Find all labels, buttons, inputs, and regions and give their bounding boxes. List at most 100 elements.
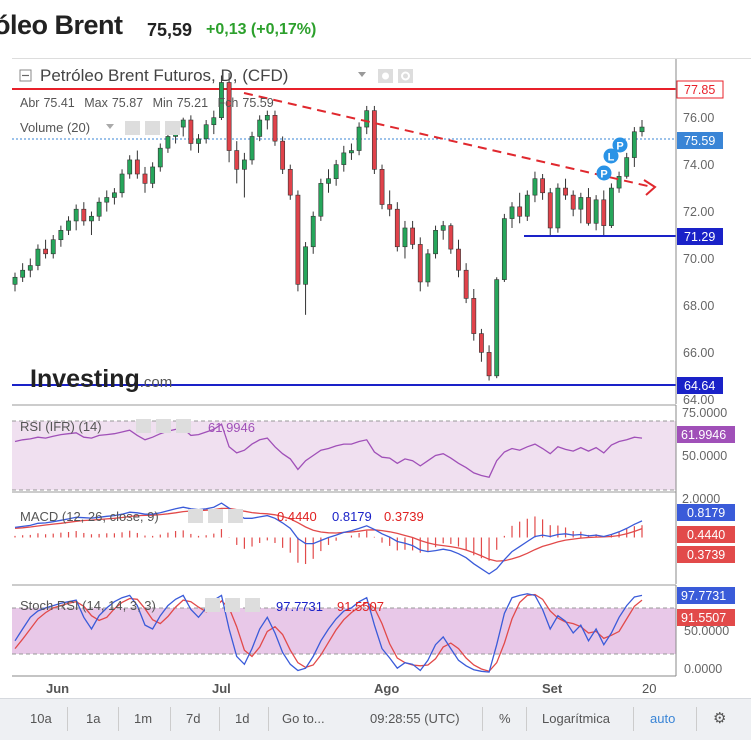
candle-body [517,206,523,217]
auto-scale-toggle[interactable]: auto [650,711,676,726]
title-dropdown-icon[interactable] [358,72,366,77]
price-axis[interactable]: 76.00 74.00 72.00 70.00 68.00 66.00 64.00 77.8… [675,59,724,407]
go-to-button[interactable]: Go to... [282,711,325,726]
main-price-pane[interactable]: P L P Petróleo Brent Futuros, D, (CFD) A… [12,59,676,404]
pivot-marker-label: P [616,141,623,153]
candle-body [349,150,354,154]
price-tick: 72.00 [683,205,714,219]
macd-tick: 2.0000 [682,492,720,506]
range-1d-button[interactable]: 1d [235,711,250,726]
candle-body [570,194,576,210]
range-10a-button[interactable]: 10a [30,711,52,726]
pivot-marker-label: L [608,152,615,164]
candle-body [532,178,538,196]
price-tick: 70.00 [683,252,714,266]
chart-area[interactable]: P L P Petróleo Brent Futuros, D, (CFD) A… [12,58,751,699]
stoch-tag-d [677,609,735,626]
pivot-marker[interactable] [596,165,612,181]
candle-body [456,248,461,271]
volume-label: Volume (20) [20,120,90,135]
candle-body [479,333,484,353]
candle-body [119,173,125,194]
candle-body [20,269,26,278]
macd-pane[interactable]: MACD (12, 26, close, 9) 0.4440 0.8179 0.… [12,491,735,584]
candles-group [12,73,645,381]
range-1m-button[interactable]: 1m [134,711,153,726]
price-tag-support [677,228,723,245]
candle-body [624,157,630,177]
range-7d-button[interactable]: 7d [186,711,201,726]
candle-body [509,206,515,219]
candle-body [333,164,339,179]
rsi-tick-50: 50.0000 [682,449,727,463]
candle-body [586,197,591,224]
candle-body [295,194,301,285]
gear-icon[interactable]: ⚙ [713,710,727,727]
price-tag-current [677,132,723,149]
candle-body [134,159,140,175]
candle-body [356,126,362,151]
stoch-tick-50: 50.0000 [684,624,729,638]
candle-body [524,194,530,217]
x-label-20: 20 [642,681,656,696]
candle-body [180,119,186,128]
macd-tag-1 [677,504,735,521]
candle-body [326,178,331,184]
pivot-marker[interactable] [612,137,628,153]
candle-body [318,183,324,217]
rsi-label: RSI (IFR) (14) [20,419,102,434]
chart-title: Petróleo Brent Futuros, D, (CFD) [40,66,288,85]
instrument-title: óleo Brent [0,10,123,40]
candle-body [440,225,446,231]
candle-body [264,115,270,121]
candle-body [494,279,500,377]
candle-body [27,265,33,271]
macd-tag-2 [677,526,735,543]
pivot-marker[interactable] [603,148,619,164]
percent-toggle[interactable]: % [499,711,511,726]
candle-body [249,136,255,161]
macd-signal-line [14,507,643,562]
price-tag-top [676,80,724,99]
price-tick: 74.00 [683,158,714,172]
stoch-k-value: 97.7731 [276,599,323,614]
svg-text:64.64: 64.64 [684,379,715,393]
candle-body [280,140,286,170]
candle-body [371,110,377,170]
candle-body [394,208,400,248]
candle-body [547,192,553,229]
log-scale-toggle[interactable]: Logarítmica [542,711,610,726]
time-axis[interactable]: Jun Jul Ago Set 20 [12,675,676,696]
macd-value-1: 0.4440 [277,509,317,524]
volume-settings-icon[interactable] [125,121,180,135]
candle-body [96,201,102,217]
candle-body [341,152,347,165]
range-1a-button[interactable]: 1a [86,711,101,726]
stoch-rsi-pane[interactable]: Stoch RSI (14, 14, 3, 3) 97.7731 91.5507… [12,584,735,676]
rsi-pane[interactable]: RSI (IFR) (14) 61.9946 75.0000 50.0000 6… [12,404,735,492]
svg-text:0.8179: 0.8179 [687,506,725,520]
candle-body [425,253,431,283]
trendline[interactable] [243,92,653,188]
rsi-tag [677,426,735,443]
candle-body [104,197,110,203]
x-label-ago: Ago [374,681,399,696]
svg-text:0.3739: 0.3739 [687,548,725,562]
candle-body [578,197,584,210]
pivot-markers[interactable]: P L P [596,137,628,181]
candle-body [364,110,370,128]
candle-body [89,215,94,222]
svg-text:77.85: 77.85 [684,83,715,97]
candle-body [486,352,492,377]
candle-body [501,218,507,280]
svg-text:71.29: 71.29 [684,230,715,244]
candle-body [287,169,293,196]
candle-body [188,119,194,144]
candle-body [601,199,607,226]
macd-histogram [14,516,643,565]
candle-body [555,187,561,229]
macd-line [14,502,643,575]
settings-icon[interactable] [378,69,413,83]
volume-dropdown-icon[interactable] [106,124,114,129]
macd-tag-3 [677,546,735,563]
